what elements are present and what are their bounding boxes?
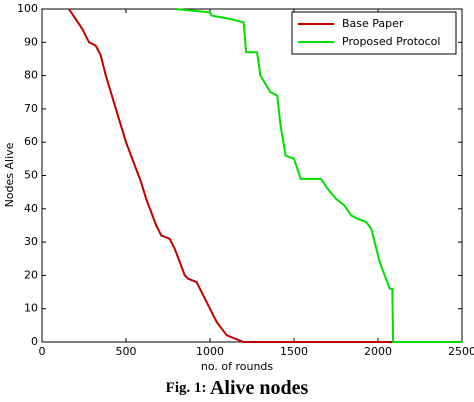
y-tick-label: 60: [24, 135, 38, 148]
y-tick-label: 80: [24, 69, 38, 82]
y-tick-label: 90: [24, 35, 38, 48]
x-tick-label: 500: [116, 345, 137, 358]
x-tick-label: 1000: [196, 345, 224, 358]
x-tick-label: 1500: [280, 345, 308, 358]
y-tick-label: 0: [31, 335, 38, 348]
x-axis-label: no. of rounds: [201, 360, 274, 373]
caption: Fig. 1: Alive nodes: [166, 377, 309, 399]
x-tick-label: 2500: [448, 345, 474, 358]
legend-box: [291, 11, 457, 55]
y-tick-label: 50: [24, 169, 38, 182]
y-tick-label: 10: [24, 302, 38, 315]
series-line: [68, 8, 462, 343]
y-axis-label: Nodes Alive: [3, 142, 16, 207]
x-tick-label: 0: [39, 345, 46, 358]
caption-text: Alive nodes: [210, 377, 309, 399]
y-tick-label: 30: [24, 235, 38, 248]
caption-label: Fig. 1:: [166, 380, 207, 396]
y-tick-label: 100: [17, 2, 38, 15]
series-line: [174, 8, 462, 343]
y-tick-label: 20: [24, 268, 38, 281]
plot-frame: [41, 8, 463, 343]
y-tick-label: 40: [24, 202, 38, 215]
y-tick-label: 70: [24, 102, 38, 115]
legend-label: Base Paper: [342, 17, 404, 30]
legend-label: Proposed Protocol: [342, 35, 440, 48]
x-tick-label: 2000: [364, 345, 392, 358]
